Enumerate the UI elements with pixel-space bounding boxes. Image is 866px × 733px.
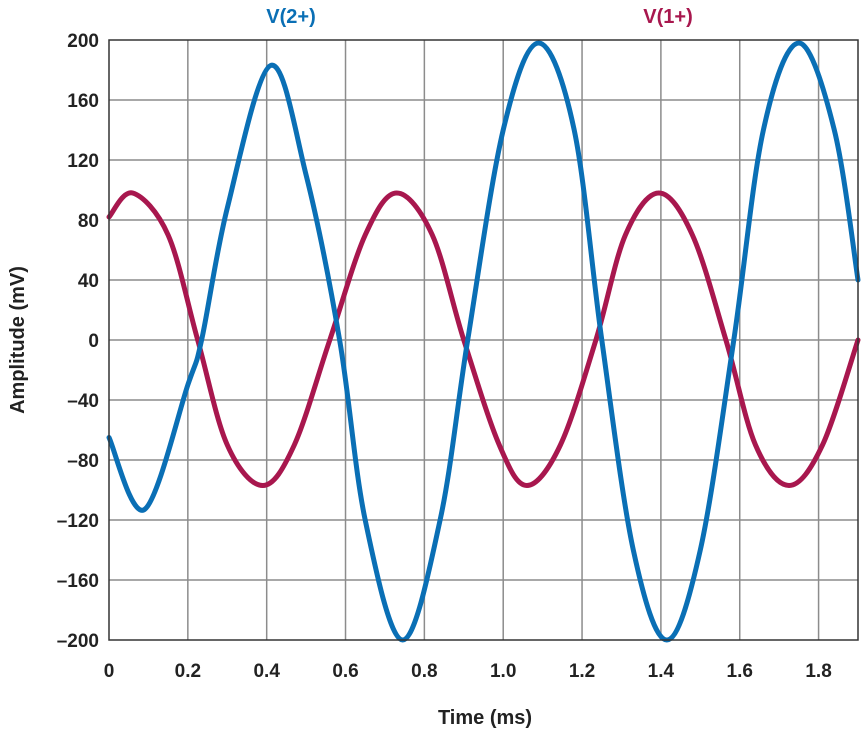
y-tick-label: 160 <box>67 91 99 112</box>
series-label-v1: V(1+) <box>643 6 692 28</box>
x-tick-label: 1.8 <box>805 661 831 682</box>
y-tick-label: –160 <box>57 571 99 592</box>
x-tick-labels: 0 0.2 0.4 0.6 0.8 1.0 1.2 1.4 1.6 1.8 <box>104 661 832 682</box>
y-tick-label: –80 <box>67 451 99 472</box>
x-tick-label: 1.0 <box>490 661 516 682</box>
series-line-v2 <box>106 40 861 643</box>
y-tick-labels: 200 160 120 80 40 0 –40 –80 –120 –160 –200 <box>57 31 99 652</box>
grid <box>109 40 858 640</box>
y-tick-label: 80 <box>78 211 99 232</box>
y-tick-label: –120 <box>57 511 99 532</box>
x-tick-label: 1.2 <box>569 661 595 682</box>
y-tick-label: 40 <box>78 271 99 292</box>
x-tick-label: 0.4 <box>253 661 280 682</box>
x-tick-label: 0.6 <box>332 661 358 682</box>
x-tick-label: 0.8 <box>411 661 437 682</box>
y-tick-label: 200 <box>67 31 99 52</box>
series-label-v2: V(2+) <box>266 6 315 28</box>
x-tick-label: 1.6 <box>727 661 753 682</box>
plot-lines <box>106 40 861 643</box>
y-tick-label: –40 <box>67 391 99 412</box>
y-axis-title: Amplitude (mV) <box>7 266 29 414</box>
plot-frame <box>108 39 859 641</box>
y-tick-label: 0 <box>88 331 99 352</box>
x-tick-label: 0 <box>104 661 115 682</box>
x-tick-label: 0.2 <box>175 661 201 682</box>
x-axis-title: Time (ms) <box>438 707 532 729</box>
series-line-v1 <box>106 190 861 488</box>
y-tick-label: 120 <box>67 151 99 172</box>
y-tick-label: –200 <box>57 631 99 652</box>
x-tick-label: 1.4 <box>648 661 675 682</box>
